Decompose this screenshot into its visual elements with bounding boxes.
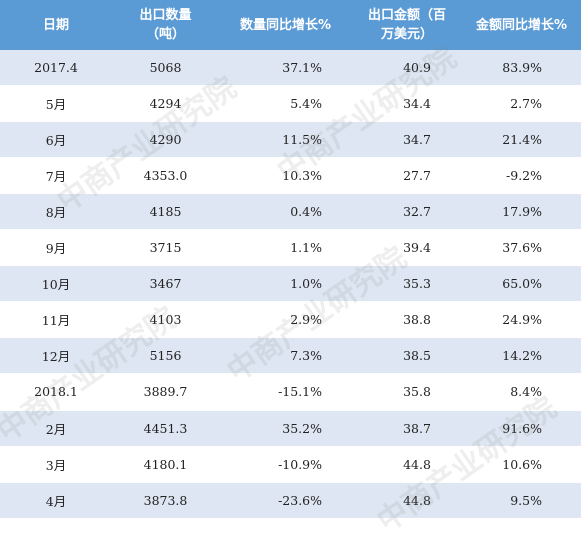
- cell-qty-yoy: 2.9%: [290, 312, 322, 328]
- cell-amount: 32.7: [403, 204, 431, 220]
- header-amount-line2: 万美元）: [380, 27, 433, 42]
- cell-amount-yoy: 83.9%: [502, 60, 542, 75]
- cell-qty-yoy: 1.0%: [290, 276, 322, 292]
- table-row: 2017.4 5068 37.1% 40.9 83.9%: [0, 50, 581, 85]
- cell-amount-yoy: 21.4%: [502, 132, 542, 148]
- table-row: 2月 4451.3 35.2% 38.7 91.6%: [0, 410, 581, 446]
- cell-amount-yoy: 9.5%: [510, 492, 542, 508]
- cell-qty: 4180.1: [143, 456, 188, 472]
- cell-qty: 4185: [149, 204, 182, 220]
- cell-qty: 4103: [149, 312, 182, 328]
- header-amount: 出口金额（百 万美元）: [352, 0, 462, 50]
- cell-date: 2018.1: [34, 384, 78, 400]
- cell-date: 8月: [45, 205, 67, 221]
- cell-date: 3月: [45, 457, 67, 473]
- cell-amount-yoy: 10.6%: [502, 456, 542, 472]
- cell-amount: 35.3: [403, 276, 431, 292]
- cell-qty-yoy: 35.2%: [282, 420, 322, 436]
- cell-qty-yoy: 5.4%: [290, 96, 322, 112]
- header-amount-yoy-label: 金额同比增长%: [475, 17, 568, 33]
- cell-amount-yoy: 8.4%: [510, 384, 542, 400]
- cell-date: 12月: [41, 349, 71, 365]
- cell-amount: 38.7: [403, 420, 431, 436]
- cell-amount-yoy: 14.2%: [502, 348, 542, 364]
- table-row: 6月 4290 11.5% 34.7 21.4%: [0, 122, 581, 158]
- cell-amount: 38.8: [403, 312, 431, 328]
- table-row: 4月 3873.8 -23.6% 44.8 9.5%: [0, 482, 581, 518]
- cell-qty-yoy: 11.5%: [282, 132, 322, 148]
- table-row: 3月 4180.1 -10.9% 44.8 10.6%: [0, 446, 581, 482]
- cell-amount: 35.8: [403, 384, 431, 400]
- cell-qty: 4353.0: [143, 168, 188, 184]
- cell-date: 6月: [45, 133, 67, 149]
- cell-date: 5月: [45, 97, 67, 113]
- cell-amount: 39.4: [403, 240, 431, 256]
- cell-qty-yoy: 10.3%: [282, 168, 322, 184]
- cell-amount-yoy: 65.0%: [502, 276, 542, 292]
- cell-date: 7月: [45, 169, 67, 185]
- cell-amount: 44.8: [403, 492, 431, 508]
- header-amount-line1: 出口金额（百: [367, 8, 446, 23]
- cell-date: 4月: [45, 493, 67, 509]
- table-row: 2018.1 3889.7 -15.1% 35.8 8.4%: [0, 374, 581, 410]
- cell-date: 2月: [45, 421, 67, 437]
- header-qty-yoy: 数量同比增长%: [219, 0, 352, 50]
- cell-qty: 5156: [149, 348, 182, 364]
- cell-date: 11月: [41, 313, 71, 329]
- cell-date: 10月: [41, 277, 71, 293]
- cell-date: 9月: [45, 241, 67, 257]
- table-row: 12月 5156 7.3% 38.5 14.2%: [0, 338, 581, 374]
- cell-amount: 27.7: [403, 168, 431, 184]
- table-row: 8月 4185 0.4% 32.7 17.9%: [0, 194, 581, 230]
- header-qty: 出口数量 （吨）: [112, 0, 219, 50]
- cell-qty: 3873.8: [143, 492, 188, 508]
- cell-amount-yoy: 2.7%: [510, 96, 542, 112]
- cell-qty-yoy: 0.4%: [290, 204, 322, 220]
- cell-qty: 4451.3: [143, 420, 188, 436]
- cell-date: 2017.4: [34, 60, 78, 75]
- cell-qty-yoy: -15.1%: [278, 384, 322, 400]
- cell-qty-yoy: 1.1%: [290, 240, 322, 256]
- header-qty-line1: 出口数量: [139, 8, 192, 23]
- cell-amount-yoy: 37.6%: [502, 240, 542, 256]
- cell-amount-yoy: 24.9%: [502, 312, 542, 328]
- cell-amount-yoy: 17.9%: [502, 204, 542, 220]
- table-row: 7月 4353.0 10.3% 27.7 -9.2%: [0, 158, 581, 194]
- cell-qty: 5068: [149, 60, 182, 75]
- cell-qty-yoy: -10.9%: [278, 456, 322, 472]
- cell-qty: 3467: [149, 276, 182, 292]
- cell-qty: 4290: [149, 132, 182, 148]
- header-date-label: 日期: [42, 17, 69, 33]
- table-header: 日期 出口数量 （吨） 数量同比增长% 出口金额（百 万美元） 金额同比增长%: [0, 0, 581, 50]
- header-qty-line2: （吨）: [145, 27, 185, 42]
- table-row: 5月 4294 5.4% 34.4 2.7%: [0, 86, 581, 122]
- cell-qty: 4294: [149, 96, 182, 112]
- cell-qty-yoy: 37.1%: [282, 60, 322, 75]
- cell-qty-yoy: 7.3%: [290, 348, 322, 364]
- cell-amount: 40.9: [403, 60, 431, 75]
- cell-qty-yoy: -23.6%: [278, 492, 322, 508]
- table-row: 9月 3715 1.1% 39.4 37.6%: [0, 230, 581, 266]
- header-qty-yoy-label: 数量同比增长%: [239, 17, 332, 33]
- header-date: 日期: [0, 0, 112, 50]
- cell-amount: 44.8: [403, 456, 431, 472]
- cell-amount-yoy: 91.6%: [502, 420, 542, 436]
- cell-amount: 34.7: [403, 132, 431, 148]
- cell-qty: 3889.7: [143, 384, 188, 400]
- table-row: 10月 3467 1.0% 35.3 65.0%: [0, 266, 581, 302]
- cell-amount: 34.4: [403, 96, 431, 112]
- header-amount-yoy: 金额同比增长%: [462, 0, 581, 50]
- cell-qty: 3715: [149, 240, 182, 256]
- table-row: 11月 4103 2.9% 38.8 24.9%: [0, 302, 581, 338]
- cell-amount-yoy: -9.2%: [506, 168, 542, 184]
- cell-amount: 38.5: [403, 348, 431, 364]
